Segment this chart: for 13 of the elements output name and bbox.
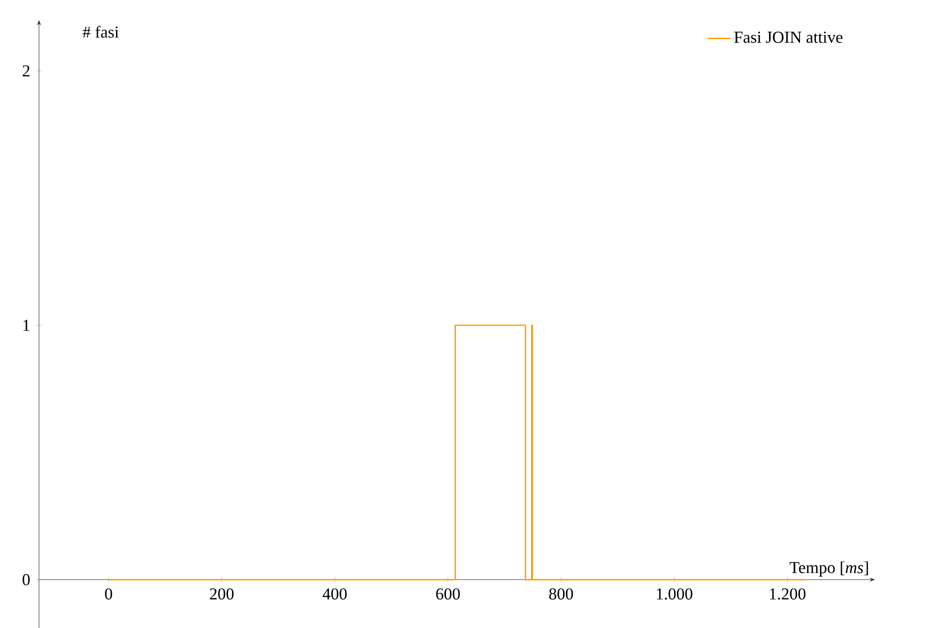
x-tick-label: 800 bbox=[549, 588, 573, 600]
y-axis-title: # fasi bbox=[82, 26, 119, 38]
y-tick-label: 0 bbox=[22, 574, 30, 586]
x-tick-label: 1.000 bbox=[656, 588, 692, 600]
x-tick-label: 400 bbox=[322, 588, 347, 600]
x-tick-label: 0 bbox=[105, 588, 112, 600]
y-tick-label: 2 bbox=[22, 65, 30, 76]
x-tick-label: 600 bbox=[436, 588, 460, 600]
x-axis-title: Tempo [ms] bbox=[790, 561, 868, 577]
x-tick-label: 200 bbox=[210, 588, 234, 600]
y-tick-label: 1 bbox=[23, 320, 30, 331]
x-tick-label: 1.200 bbox=[770, 588, 806, 600]
legend-label: Fasi JOIN attive bbox=[734, 32, 842, 43]
